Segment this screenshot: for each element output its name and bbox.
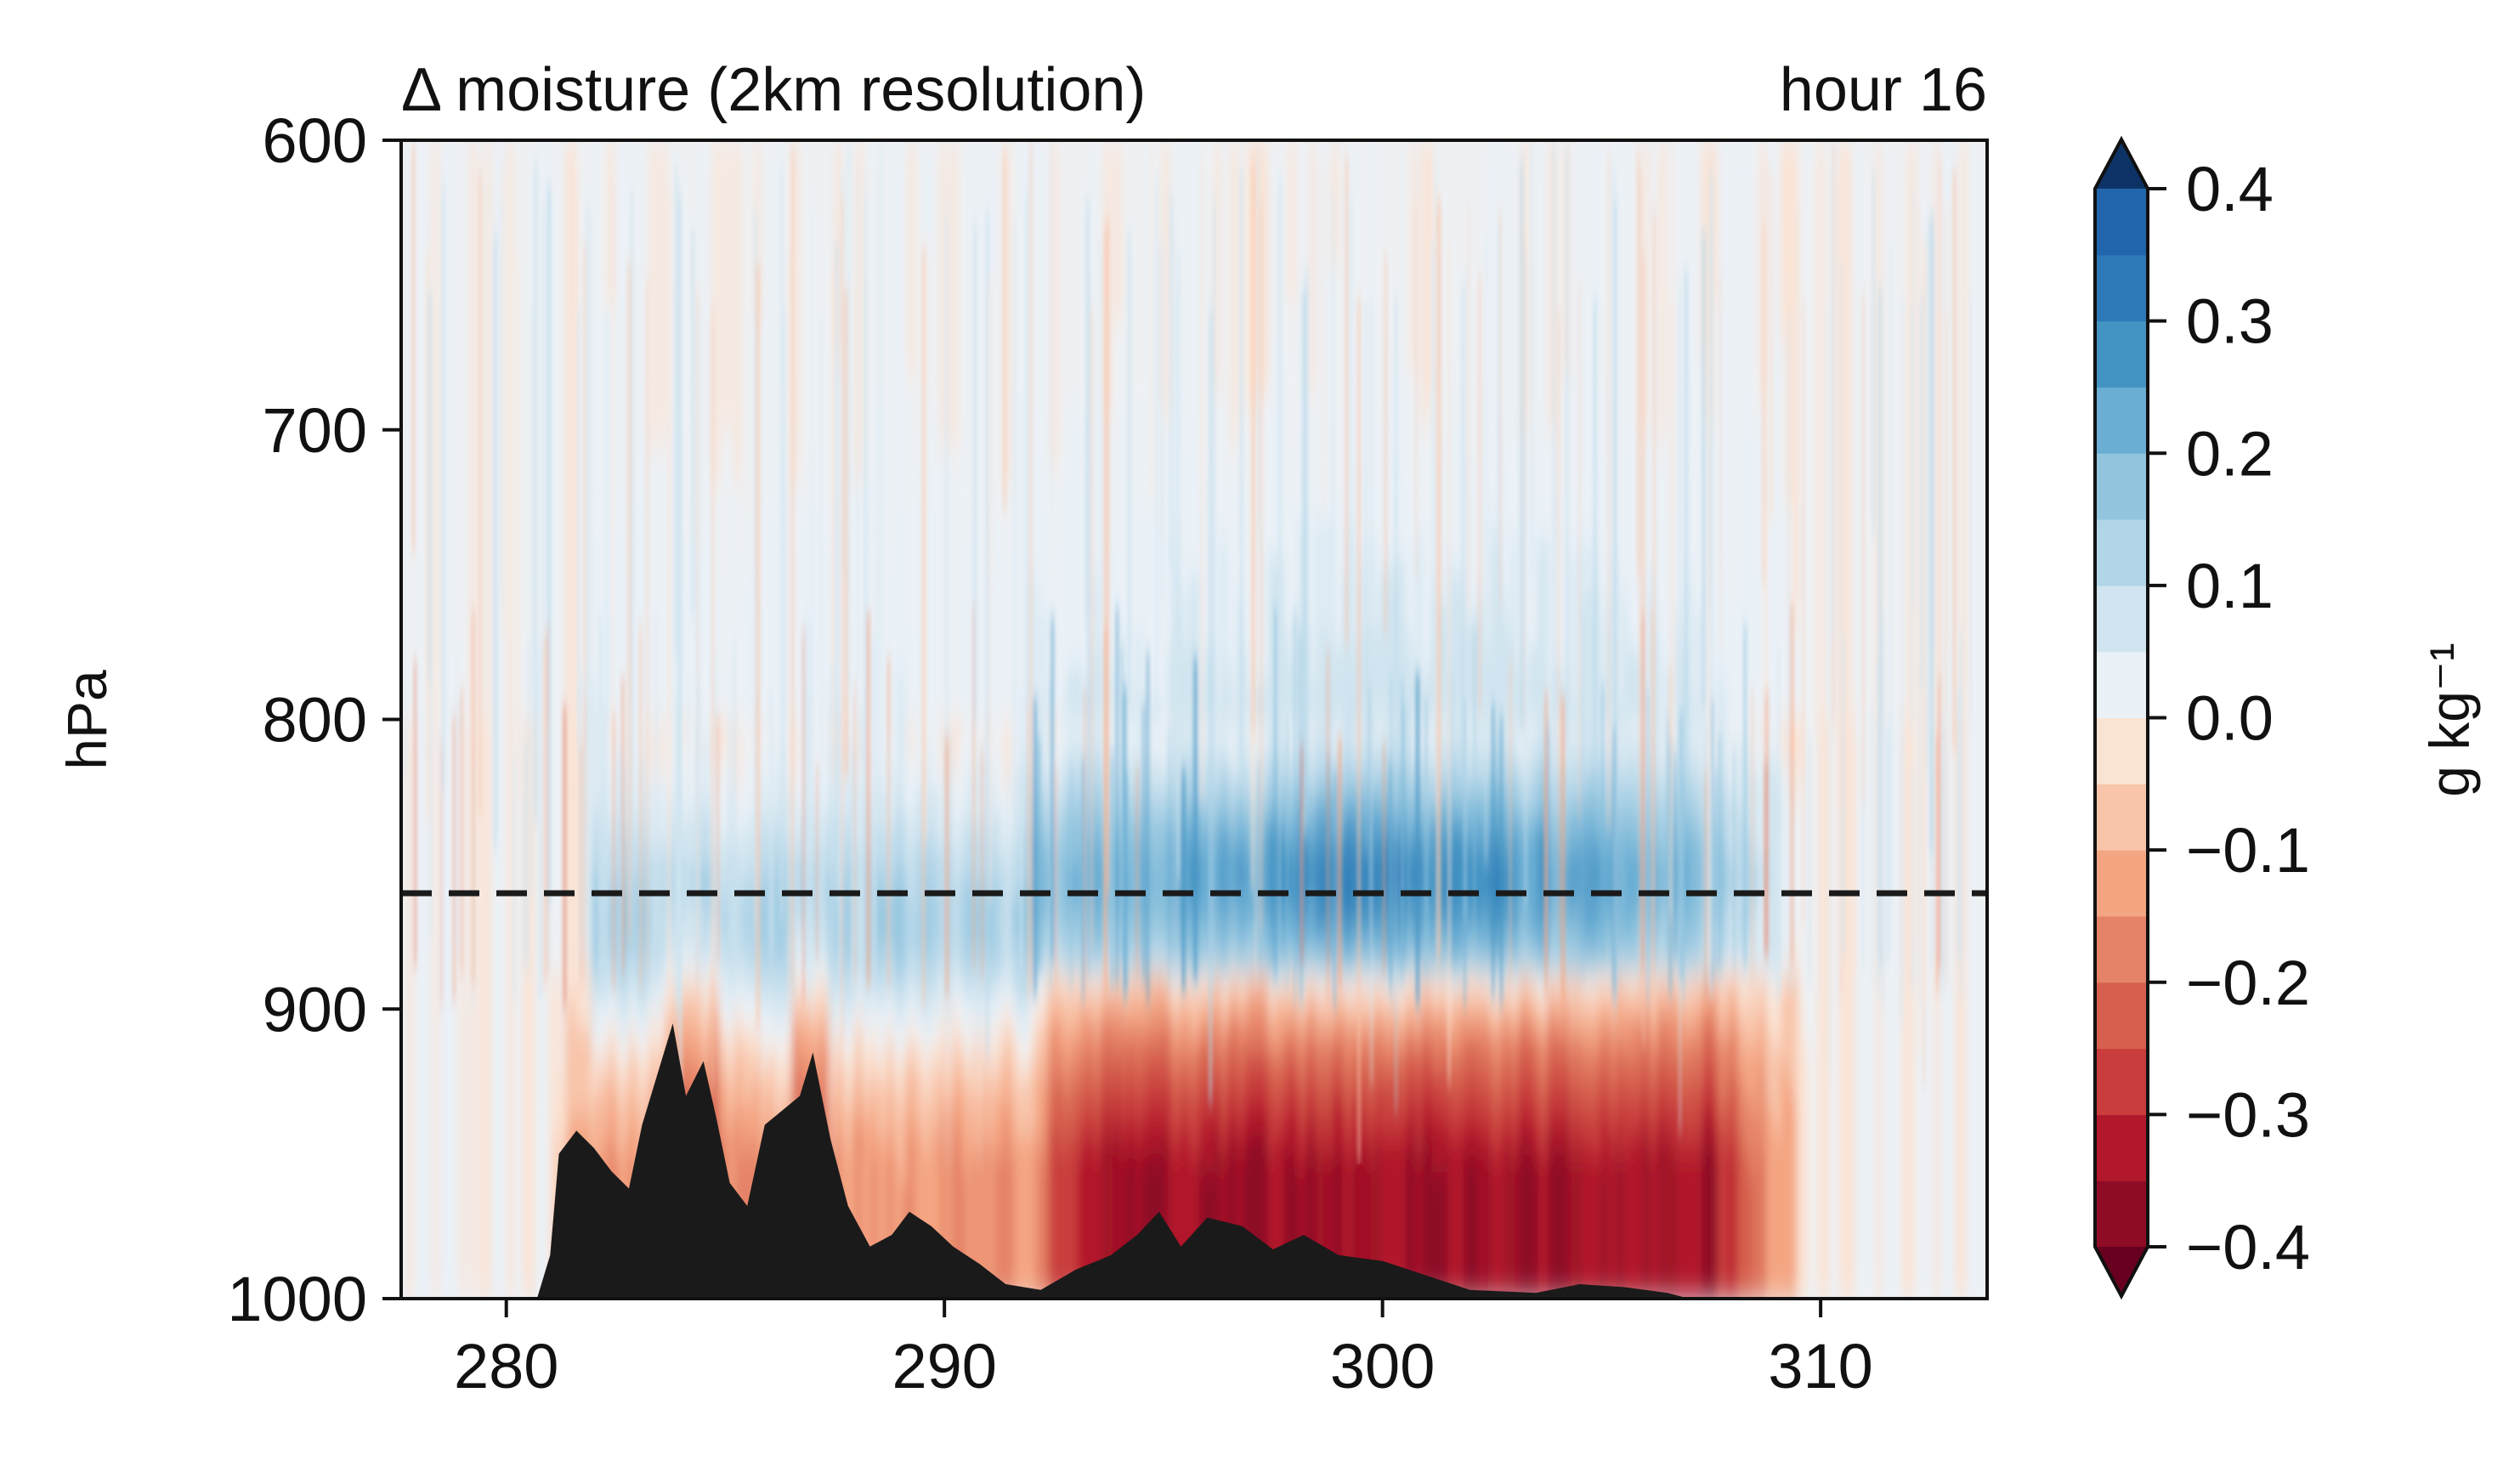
colorbar-segment xyxy=(2095,387,2148,454)
colorbar-tick-label: 0.1 xyxy=(2186,551,2274,621)
colorbar-tick-label: 0.3 xyxy=(2186,286,2274,357)
y-tick-label: 900 xyxy=(263,974,367,1045)
x-tick-label: 300 xyxy=(1330,1331,1435,1401)
colorbar-tick-label: 0.0 xyxy=(2186,683,2274,754)
colorbar-segment xyxy=(2095,1114,2148,1181)
chart-title-right: hour 16 xyxy=(1780,56,1987,124)
colorbar-segment xyxy=(2095,189,2148,256)
colorbar-segment xyxy=(2095,1048,2148,1115)
colorbar-tick-label: 0.2 xyxy=(2186,418,2274,489)
colorbar-segment xyxy=(2095,453,2148,520)
colorbar: 0.4 0.3 0.2 0.1 0.0 −0.1 −0.2 −0.3 −0.4 xyxy=(2093,135,2310,1300)
colorbar-label: g kg⁻¹ xyxy=(2418,643,2481,797)
y-axis: 600 700 800 900 1000 xyxy=(227,105,401,1334)
colorbar-tick-label: −0.2 xyxy=(2186,948,2310,1018)
colorbar-segment xyxy=(2095,850,2148,917)
colorbar-segment xyxy=(2095,915,2148,983)
plot-area xyxy=(399,139,1989,1300)
y-tick-label: 700 xyxy=(263,395,367,466)
colorbar-segment xyxy=(2095,1180,2148,1248)
colorbar-segment xyxy=(2095,585,2148,653)
colorbar-segment xyxy=(2095,784,2148,851)
chart-title: Δ moisture (2km resolution) xyxy=(401,56,1146,124)
x-tick-label: 290 xyxy=(892,1331,996,1401)
colorbar-extend-low xyxy=(2095,1247,2148,1296)
y-tick-label: 800 xyxy=(263,685,367,756)
colorbar-tick-label: −0.3 xyxy=(2186,1079,2310,1150)
terrain-silhouette xyxy=(536,1023,1690,1299)
colorbar-segment xyxy=(2095,982,2148,1050)
colorbar-segment xyxy=(2095,254,2148,322)
colorbar-extend-high xyxy=(2095,139,2148,189)
colorbar-segment xyxy=(2095,717,2148,784)
colorbar-tick-label: −0.1 xyxy=(2186,815,2310,886)
y-axis-label: hPa xyxy=(55,670,118,770)
x-axis: 280 290 300 310 xyxy=(454,1299,1873,1401)
colorbar-segment xyxy=(2095,320,2148,388)
colorbar-tick-label: 0.4 xyxy=(2186,154,2274,224)
field-streaks xyxy=(404,140,1973,1164)
y-tick-label: 600 xyxy=(263,105,367,176)
colorbar-segment xyxy=(2095,651,2148,719)
colorbar-segment xyxy=(2095,519,2148,586)
x-tick-label: 310 xyxy=(1768,1331,1872,1401)
colorbar-tick-label: −0.4 xyxy=(2186,1212,2310,1282)
y-tick-label: 1000 xyxy=(227,1264,367,1334)
x-tick-label: 280 xyxy=(454,1331,558,1401)
